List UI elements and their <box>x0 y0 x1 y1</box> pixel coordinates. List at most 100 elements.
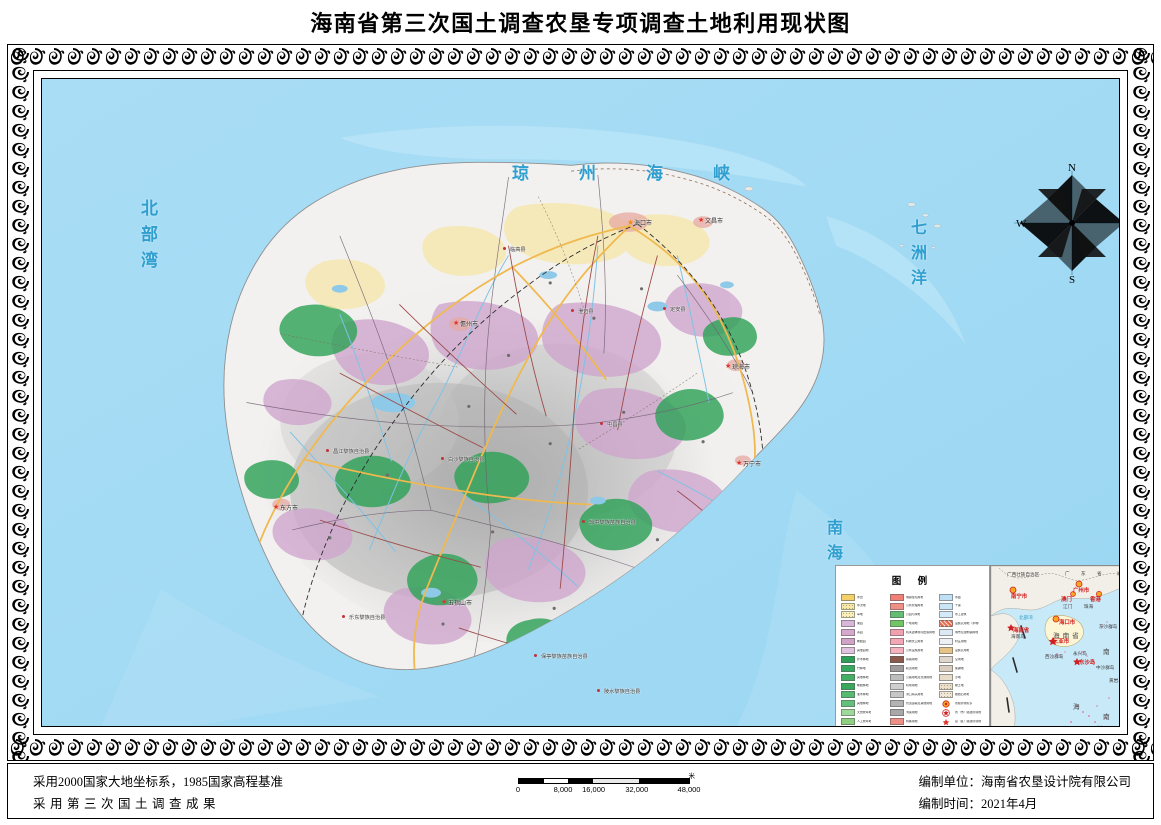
legend-swatch <box>939 620 953 628</box>
legend-item[interactable]: 铁路用地 <box>890 655 936 663</box>
place-marker-4 <box>663 307 666 310</box>
place-marker-6 <box>600 422 603 425</box>
legend-item[interactable]: 水工建筑 <box>939 611 985 619</box>
legend-item[interactable]: 城市及建制镇用地 <box>939 629 985 637</box>
legend-swatch <box>890 700 904 708</box>
legend-item[interactable]: 橡胶园 <box>841 637 887 646</box>
legend-panel[interactable]: 图 例 水田 水浇地 旱地 果园 茶园 橡胶园 其他园地 乔木林地 竹林地 其他林地 橡胶林地 灌木林… <box>835 565 990 727</box>
legend-item[interactable]: 特殊用地 <box>890 717 936 726</box>
place-marker-14 <box>342 615 345 618</box>
legend-item[interactable]: 公路用地及交通用地 <box>890 673 936 681</box>
legend-item[interactable]: 裸土地 <box>939 682 985 690</box>
coordinate-system-note: 采用2000国家大地坐标系，1985国家高程基准 <box>33 775 284 789</box>
legend-item[interactable]: 港口码头用地 <box>890 691 936 699</box>
legend-item[interactable]: 机场用地 <box>890 682 936 690</box>
legend-item-label: 其他园地 <box>857 648 869 652</box>
legend-item-label: 机关团体新闻出版用地 <box>906 631 935 635</box>
legend-swatch <box>841 646 855 654</box>
legend-symbol-star-big-icon <box>939 708 953 717</box>
legend-item[interactable]: 裸岩石砾地 <box>939 691 985 699</box>
legend-item[interactable]: 干渠 <box>939 602 985 610</box>
legend-item[interactable]: 省（市）级政府驻地 <box>939 708 985 717</box>
legend-item-label: 人工牧草地 <box>857 719 872 723</box>
legend-item-label: 城镇住宅用地 <box>906 595 924 599</box>
legend-swatch <box>890 602 904 610</box>
legend-item[interactable]: 其他林地 <box>841 700 887 708</box>
legend-item-label: 水浇地 <box>857 604 866 608</box>
legend-item[interactable]: 水面 <box>939 593 985 601</box>
legend-item[interactable]: 沟渠用地 <box>890 709 936 717</box>
legend-columns: 水田 水浇地 旱地 果园 茶园 橡胶园 其他园地 乔木林地 竹林地 其他林地 橡胶林地 灌木林地 其他林… <box>841 593 985 727</box>
place-marker-1: ★ <box>698 216 705 224</box>
map-footer: 采用2000国家大地坐标系，1985国家高程基准 采用第三次国土调查成果 米 0… <box>7 763 1154 819</box>
legend-swatch <box>939 682 953 690</box>
legend-swatch <box>890 638 904 646</box>
legend-item[interactable]: 县（区）级政府驻地 <box>939 717 985 725</box>
legend-swatch <box>841 709 855 717</box>
legend-item-label: 设施农用地 <box>955 648 970 652</box>
legend-swatch <box>841 700 855 708</box>
map-title-bar: 海南省第三次国土调查农垦专项调查土地利用现状图 <box>0 0 1161 43</box>
legend-item-label: 广场用地 <box>906 622 918 626</box>
legend-item-label: 果园 <box>857 622 863 626</box>
legend-item[interactable]: 乔木林地 <box>841 655 887 663</box>
legend-item[interactable]: 村庄用地 <box>939 637 985 646</box>
legend-item[interactable]: 广场用地 <box>890 620 936 628</box>
legend-item[interactable]: 沙地 <box>939 673 985 681</box>
ornament-bottom <box>8 737 1153 759</box>
legend-swatch <box>890 655 904 663</box>
legend-item[interactable]: 农场驻地 <box>939 726 985 727</box>
legend-item[interactable]: 设施农用地 <box>939 646 985 654</box>
legend-item[interactable]: 设施农用地（水域） <box>939 620 985 628</box>
legend-item[interactable]: 其他林地 <box>841 673 887 681</box>
inset-map-hainan-province[interactable]: 广西壮族自治区广东省福建省台湾省南宁市广州市澳门香港珠海江门北部湾海口市海南省海… <box>990 565 1119 726</box>
legend-item[interactable]: 果园 <box>841 620 887 628</box>
legend-item-label: 水工建筑 <box>955 613 967 617</box>
legend-swatch <box>939 664 953 672</box>
legend-item[interactable]: 机关团体新闻出版用地 <box>890 629 936 637</box>
legend-item-label: 茶园 <box>857 631 863 635</box>
legend-item[interactable]: 人工牧草地 <box>841 717 887 726</box>
legend-item[interactable]: 瞻仰景观休闲用地 <box>890 726 936 727</box>
legend-symbol-star-small-icon <box>939 718 953 726</box>
place-marker-7: ★ <box>725 362 732 370</box>
legend-swatch <box>841 691 855 699</box>
legend-item[interactable]: 公共管理用地 <box>890 602 936 610</box>
legend-item[interactable]: 轨道用地 <box>890 664 936 672</box>
legend-item[interactable]: 旱地 <box>841 611 887 619</box>
legend-swatch <box>939 611 953 619</box>
legend-item[interactable]: 茶园 <box>841 629 887 637</box>
legend-item-label: 水面 <box>955 595 961 599</box>
place-marker-11: ★ <box>736 459 743 467</box>
legend-item[interactable]: 其他园地 <box>841 646 887 654</box>
legend-swatch <box>939 655 953 663</box>
legend-item[interactable]: 城镇住宅用地 <box>890 593 936 601</box>
legend-swatch <box>841 682 855 690</box>
legend-item[interactable]: 天然牧草地 <box>841 709 887 717</box>
scale-tick-label: 48,000 <box>677 785 701 794</box>
legend-symbol-circle-target-icon <box>939 727 953 728</box>
legend-swatch <box>939 629 953 637</box>
legend-item-label: 城市及建制镇用地 <box>955 631 979 635</box>
legend-item[interactable]: 水田 <box>841 593 887 601</box>
legend-swatch <box>890 682 904 690</box>
legend-item[interactable]: 公园与绿地 <box>890 611 936 619</box>
scale-tick-label: 16,000 <box>582 785 606 794</box>
legend-swatch <box>939 638 953 646</box>
ornament-right <box>1130 45 1152 760</box>
legend-item[interactable]: 空闲地 <box>939 655 985 663</box>
map-viewport[interactable]: 琼州海峡北部湾七洲洋南海海 ★海口市★文昌市临高县澄迈县定安县★儋州市屯昌县★琼… <box>41 78 1120 727</box>
legend-item[interactable]: 水浇地 <box>841 602 887 610</box>
legend-item[interactable]: 灌木林地 <box>841 691 887 699</box>
legend-item[interactable]: 竹林地 <box>841 664 887 672</box>
legend-item[interactable]: 省级界线标识 <box>939 700 985 708</box>
legend-item[interactable]: 盐碱地 <box>939 664 985 672</box>
legend-item[interactable]: 公共设施用地 <box>890 646 936 654</box>
legend-item[interactable]: 科教文卫用地 <box>890 637 936 646</box>
legend-item[interactable]: 橡胶林地 <box>841 682 887 690</box>
legend-item[interactable]: 其他草地 <box>841 726 887 727</box>
legend-item[interactable]: 管道运输及其他用地 <box>890 700 936 708</box>
scale-tick-label: 8,000 <box>553 785 573 794</box>
scale-tick-label: 0 <box>515 785 521 794</box>
place-marker-12: ★ <box>441 598 448 606</box>
